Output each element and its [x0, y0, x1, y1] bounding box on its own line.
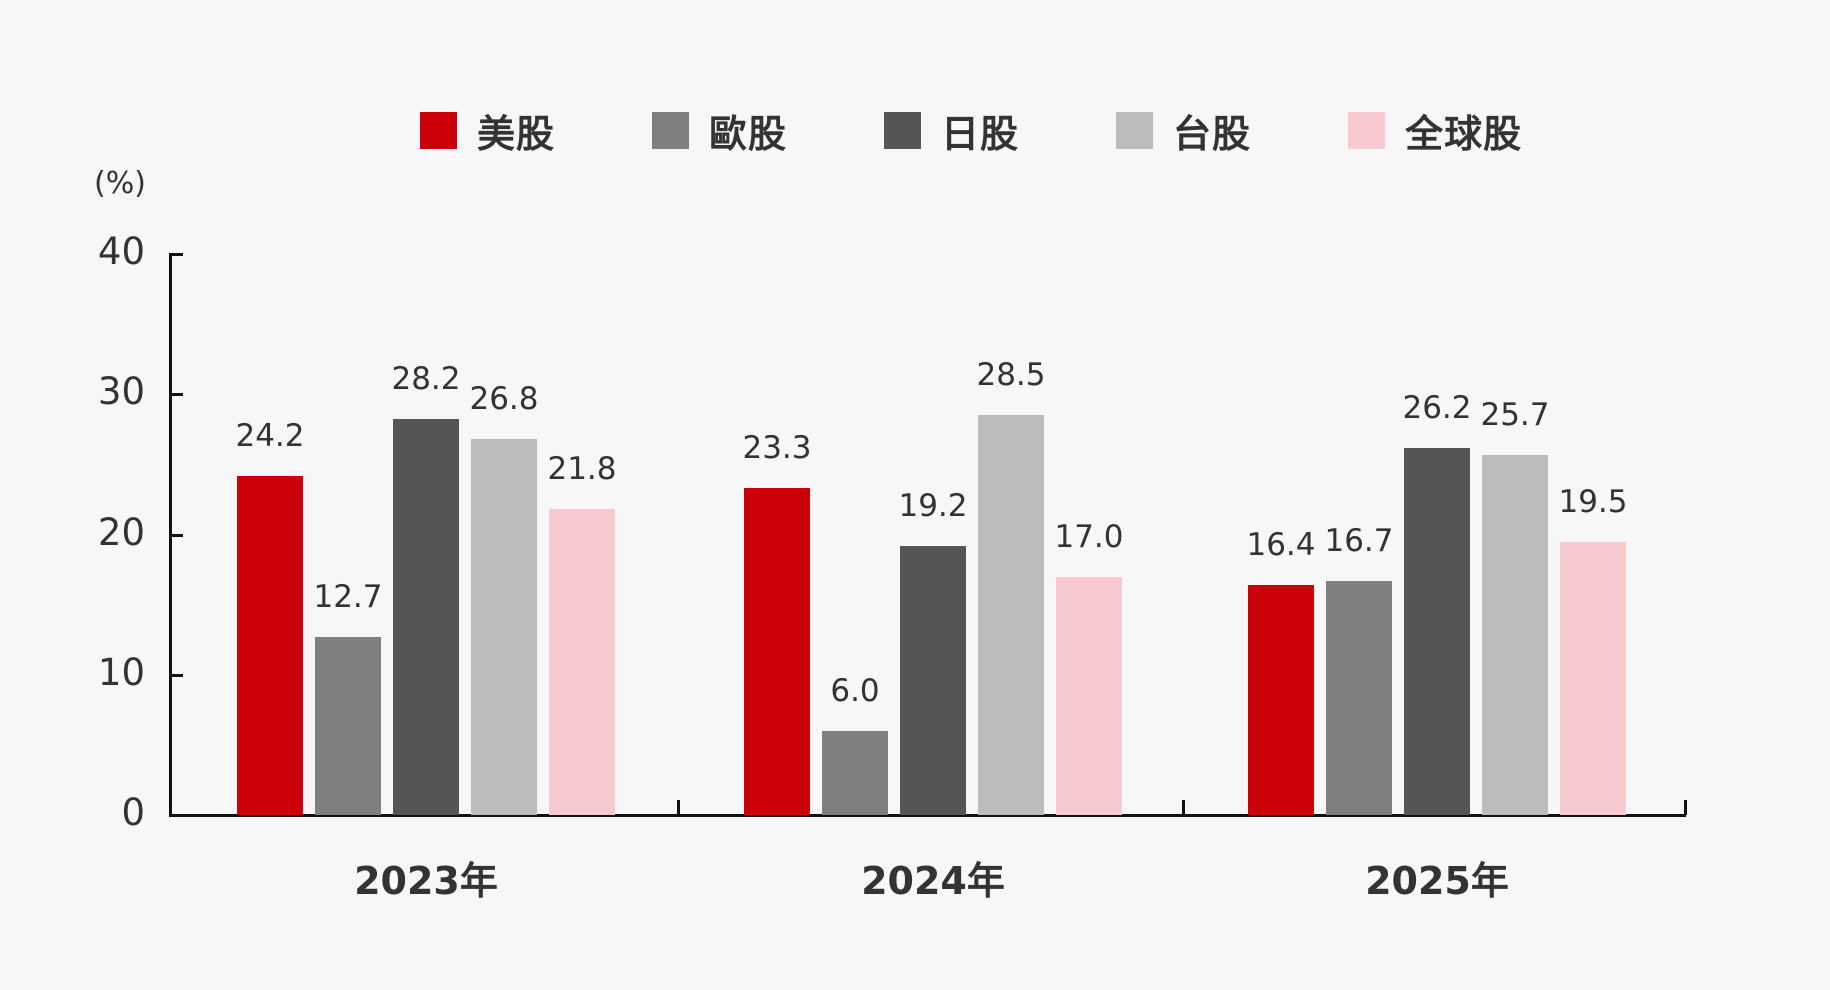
bar-value-label: 16.4 — [1246, 526, 1316, 563]
bar — [549, 509, 615, 815]
y-tick-mark — [169, 673, 183, 677]
bar-value-label: 12.7 — [313, 578, 383, 615]
legend-swatch — [652, 112, 690, 149]
y-tick-label: 0 — [121, 791, 145, 834]
legend-label: 台股 — [1173, 112, 1252, 156]
legend-swatch — [420, 112, 457, 149]
legend: 美股 歐股 日股 台股 全球股 — [420, 103, 1619, 158]
bar — [1056, 576, 1122, 815]
bar-value-label: 25.7 — [1480, 396, 1550, 433]
x-category-label: 2025年 — [1365, 859, 1509, 903]
bar-value-label: 21.8 — [547, 451, 617, 488]
y-tick-label: 40 — [97, 230, 145, 273]
y-tick-mark — [169, 253, 183, 256]
x-axis — [169, 814, 1686, 817]
legend-label: 日股 — [941, 112, 1020, 156]
bar — [1560, 541, 1626, 815]
bar — [237, 475, 303, 815]
bar — [471, 439, 537, 815]
legend-label: 美股 — [477, 112, 556, 156]
y-tick-mark — [169, 533, 183, 537]
bar-value-label: 26.8 — [469, 381, 539, 418]
x-tick-mark — [677, 800, 680, 815]
bar-value-label: 23.3 — [742, 430, 812, 467]
y-tick-label: 20 — [97, 510, 145, 554]
bar — [393, 419, 459, 815]
legend-swatch — [884, 112, 922, 149]
x-category-label: 2023年 — [354, 859, 498, 903]
bar-value-label: 19.5 — [1558, 483, 1628, 520]
x-category-label: 2024年 — [861, 859, 1005, 903]
bar-value-label: 26.2 — [1402, 389, 1472, 426]
bar-value-label: 16.7 — [1324, 522, 1394, 559]
legend-label: 全球股 — [1405, 112, 1523, 156]
y-tick-label: 10 — [97, 650, 145, 694]
bar-value-label: 6.0 — [830, 672, 880, 709]
bar-value-label: 28.2 — [391, 361, 461, 398]
bar — [1404, 447, 1470, 815]
legend-label: 歐股 — [709, 112, 788, 156]
legend-item: 歐股 — [652, 103, 787, 158]
legend-item: 全球股 — [1348, 103, 1522, 158]
bar — [822, 730, 888, 815]
legend-item: 美股 — [420, 103, 555, 158]
bar-value-label: 19.2 — [898, 487, 968, 524]
legend-item: 日股 — [884, 103, 1019, 158]
x-tick-mark — [1182, 800, 1185, 815]
y-tick-mark — [169, 393, 183, 397]
bar — [1326, 580, 1392, 815]
bar — [900, 545, 966, 815]
bar — [744, 488, 810, 815]
legend-item: 台股 — [1116, 103, 1251, 158]
bar — [315, 636, 381, 815]
bar-value-label: 28.5 — [976, 357, 1046, 394]
bar — [1248, 584, 1314, 815]
legend-swatch — [1116, 112, 1154, 149]
x-tick-mark — [1684, 800, 1687, 815]
legend-swatch — [1348, 112, 1386, 149]
y-tick-label: 30 — [97, 370, 145, 414]
y-axis-unit: (%) — [94, 166, 146, 201]
bar — [1482, 454, 1548, 815]
bar-value-label: 17.0 — [1054, 518, 1124, 555]
bar-value-label: 24.2 — [235, 417, 305, 454]
bar — [978, 415, 1044, 815]
